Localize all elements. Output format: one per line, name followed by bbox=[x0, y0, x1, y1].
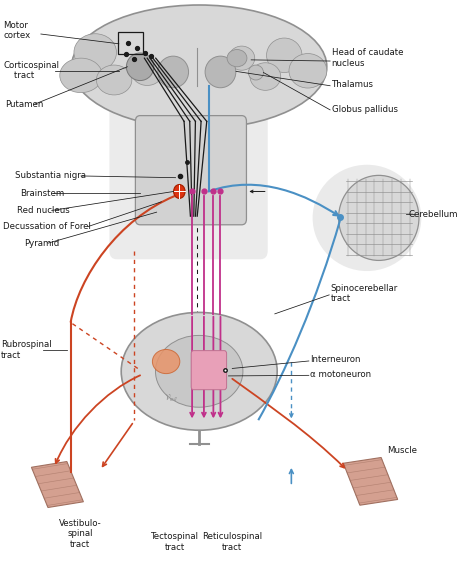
Ellipse shape bbox=[250, 63, 281, 90]
Text: Cerebellum: Cerebellum bbox=[408, 210, 457, 219]
Text: Reticulospinal
tract: Reticulospinal tract bbox=[202, 532, 262, 552]
FancyArrowPatch shape bbox=[209, 185, 338, 215]
Ellipse shape bbox=[60, 58, 102, 93]
Polygon shape bbox=[343, 457, 398, 505]
Text: Decussation of Forel: Decussation of Forel bbox=[3, 222, 91, 231]
FancyArrowPatch shape bbox=[232, 379, 344, 468]
Text: Spinocerebellar
tract: Spinocerebellar tract bbox=[330, 284, 398, 304]
Text: Head of caudate
nucleus: Head of caudate nucleus bbox=[331, 48, 403, 68]
Ellipse shape bbox=[74, 34, 117, 71]
Ellipse shape bbox=[227, 50, 247, 67]
Ellipse shape bbox=[72, 5, 327, 128]
Text: Muscle: Muscle bbox=[387, 446, 417, 454]
Ellipse shape bbox=[132, 59, 163, 85]
Polygon shape bbox=[31, 461, 83, 507]
Text: Vestibulo-
spinal
tract: Vestibulo- spinal tract bbox=[59, 519, 101, 549]
Ellipse shape bbox=[153, 350, 180, 374]
Ellipse shape bbox=[173, 184, 185, 198]
Ellipse shape bbox=[205, 56, 236, 88]
FancyBboxPatch shape bbox=[191, 351, 227, 390]
Ellipse shape bbox=[338, 175, 419, 260]
Text: Corticospinal
    tract: Corticospinal tract bbox=[3, 61, 59, 81]
Ellipse shape bbox=[248, 65, 264, 80]
Text: Tectospinal
tract: Tectospinal tract bbox=[151, 532, 199, 552]
Ellipse shape bbox=[158, 56, 189, 88]
FancyBboxPatch shape bbox=[136, 116, 246, 225]
Ellipse shape bbox=[266, 38, 302, 73]
Ellipse shape bbox=[155, 335, 243, 407]
Ellipse shape bbox=[127, 53, 154, 81]
Text: Pyramid: Pyramid bbox=[24, 238, 60, 248]
Ellipse shape bbox=[229, 46, 255, 70]
Bar bbox=[118, 32, 144, 54]
Text: Globus pallidus: Globus pallidus bbox=[331, 105, 398, 115]
Text: Rubrospinal
tract: Rubrospinal tract bbox=[0, 340, 51, 360]
Ellipse shape bbox=[96, 65, 132, 95]
Ellipse shape bbox=[121, 312, 277, 430]
FancyBboxPatch shape bbox=[109, 96, 268, 259]
Ellipse shape bbox=[289, 54, 327, 88]
Text: Interneuron: Interneuron bbox=[310, 355, 361, 365]
Text: $\mathcal{V}_{ell}$: $\mathcal{V}_{ell}$ bbox=[164, 393, 178, 404]
Text: α motoneuron: α motoneuron bbox=[310, 370, 372, 378]
Text: Thalamus: Thalamus bbox=[331, 79, 374, 89]
FancyArrowPatch shape bbox=[55, 376, 140, 463]
Text: Red nucleus: Red nucleus bbox=[17, 206, 70, 215]
Text: Brainstem: Brainstem bbox=[20, 189, 65, 198]
Ellipse shape bbox=[196, 367, 202, 375]
Ellipse shape bbox=[313, 165, 421, 271]
Text: Substantia nigra: Substantia nigra bbox=[15, 172, 86, 180]
Text: Motor
cortex: Motor cortex bbox=[3, 21, 30, 40]
Text: Putamen: Putamen bbox=[5, 100, 44, 109]
